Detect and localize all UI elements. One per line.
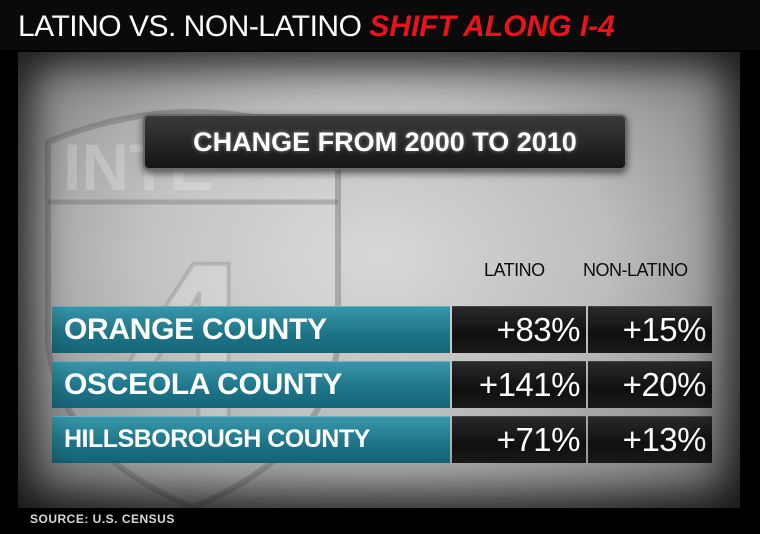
graphic-title: LATINO VS. NON-LATINO SHIFT ALONG I-4 xyxy=(18,10,615,44)
latino-value: +83% xyxy=(496,311,581,348)
table-row: HILLSBOROUGH COUNTY +71% +13% xyxy=(52,416,712,463)
county-cell: ORANGE COUNTY xyxy=(52,306,450,353)
non-latino-cell: +15% xyxy=(588,306,712,353)
non-latino-cell: +13% xyxy=(588,416,712,463)
non-latino-value: +13% xyxy=(622,421,707,458)
title-bar: LATINO VS. NON-LATINO SHIFT ALONG I-4 xyxy=(0,0,760,50)
subtitle-banner: CHANGE FROM 2000 TO 2010 xyxy=(143,114,627,170)
non-latino-value: +15% xyxy=(622,311,707,348)
county-name: HILLSBOROUGH COUNTY xyxy=(64,425,370,453)
title-highlight: SHIFT ALONG I-4 xyxy=(369,10,615,43)
county-name: OSCEOLA COUNTY xyxy=(64,368,343,401)
column-header-latino: LATINO xyxy=(484,260,545,280)
latino-cell: +71% xyxy=(452,416,586,463)
non-latino-cell: +20% xyxy=(588,361,712,408)
graphic-panel: INTE 4 CHANGE FROM 2000 TO 2010 LATINO N… xyxy=(18,52,740,508)
county-cell: HILLSBOROUGH COUNTY xyxy=(52,416,450,463)
latino-cell: +83% xyxy=(452,306,586,353)
source-credit: SOURCE: U.S. CENSUS xyxy=(30,512,175,526)
table-row: OSCEOLA COUNTY +141% +20% xyxy=(52,361,712,408)
column-header-non-latino: NON-LATINO xyxy=(583,260,688,280)
county-cell: OSCEOLA COUNTY xyxy=(52,361,450,408)
subtitle-text: CHANGE FROM 2000 TO 2010 xyxy=(193,127,577,157)
non-latino-value: +20% xyxy=(622,366,707,403)
county-name: ORANGE COUNTY xyxy=(64,313,327,346)
latino-value: +71% xyxy=(496,421,581,458)
latino-value: +141% xyxy=(478,366,581,403)
latino-cell: +141% xyxy=(452,361,586,408)
table-row: ORANGE COUNTY +83% +15% xyxy=(52,306,712,353)
title-plain: LATINO VS. NON-LATINO xyxy=(18,10,362,43)
